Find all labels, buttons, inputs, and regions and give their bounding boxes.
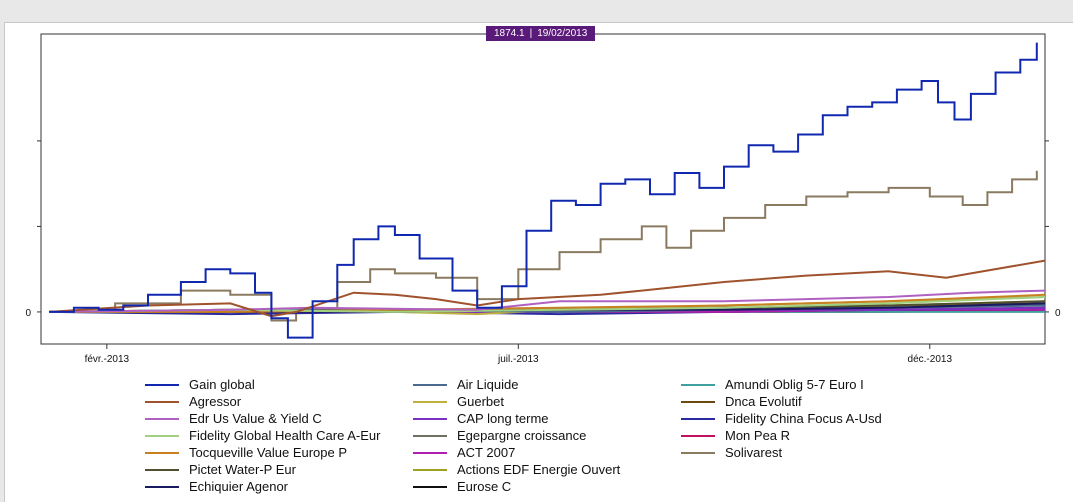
x-tick-label: juil.-2013 [497, 354, 539, 365]
legend-swatch [145, 434, 179, 437]
tooltip-separator: | [529, 28, 533, 39]
legend-item: Solivarest [681, 444, 905, 461]
legend-label: Guerbet [457, 394, 504, 409]
legend-label: Eurose C [457, 479, 512, 494]
legend-item: Edr Us Value & Yield C [145, 410, 413, 427]
series-line-tocqueville-value-europe-p [49, 293, 1046, 313]
legend-label: Mon Pea R [725, 428, 791, 443]
legend-label: Pictet Water-P Eur [189, 462, 296, 477]
legend-item: Gain global [145, 376, 413, 393]
legend-label: ACT 2007 [457, 445, 516, 460]
legend-label: Air Liquide [457, 377, 519, 392]
legend-item: Eurose C [413, 478, 681, 495]
legend-swatch [145, 417, 179, 420]
series-line-agressor [49, 259, 1046, 318]
legend-item: Mon Pea R [681, 427, 905, 444]
legend-swatch [145, 468, 179, 471]
legend-item: Agressor [145, 393, 413, 410]
legend-label: CAP long terme [457, 411, 549, 426]
series-layer [49, 42, 1046, 339]
legend-swatch [681, 434, 715, 437]
legend-swatch [413, 451, 447, 454]
legend-swatch [145, 400, 179, 403]
legend-item: ACT 2007 [413, 444, 681, 461]
legend-swatch [413, 485, 447, 488]
legend-item: Fidelity China Focus A-Usd [681, 410, 905, 427]
legend-label: Fidelity China Focus A-Usd [725, 411, 882, 426]
legend-swatch [413, 383, 447, 386]
legend-swatch [413, 434, 447, 437]
legend-label: Fidelity Global Health Care A-Eur [189, 428, 381, 443]
legend-label: Gain global [189, 377, 255, 392]
legend-item: Guerbet [413, 393, 681, 410]
legend-item: Fidelity Global Health Care A-Eur [145, 427, 413, 444]
legend-label: Actions EDF Energie Ouvert [457, 462, 621, 477]
legend-swatch [681, 400, 715, 403]
legend-item: Egepargne croissance [413, 427, 681, 444]
hover-tooltip: 1874.1 | 19/02/2013 [486, 26, 596, 41]
legend-swatch [681, 417, 715, 420]
legend-swatch [413, 400, 447, 403]
legend-label: Tocqueville Value Europe P [189, 445, 348, 460]
legend-swatch [413, 468, 447, 471]
chart-legend: Gain global Agressor Edr Us Value & Yield … [145, 376, 905, 495]
legend-item: Pictet Water-P Eur [145, 461, 413, 478]
y-tick-label-left: 0 [25, 308, 31, 319]
legend-swatch [681, 451, 715, 454]
legend-swatch [145, 485, 179, 488]
tooltip-value: 1874.1 [494, 28, 525, 39]
legend-item: CAP long terme [413, 410, 681, 427]
legend-label: Amundi Oblig 5-7 Euro I [725, 377, 864, 392]
legend-swatch [145, 383, 179, 386]
legend-swatch [413, 417, 447, 420]
legend-item: Amundi Oblig 5-7 Euro I [681, 376, 905, 393]
plot-frame [40, 33, 1046, 345]
legend-swatch [145, 451, 179, 454]
tooltip-date: 19/02/2013 [537, 28, 588, 39]
legend-item: Air Liquide [413, 376, 681, 393]
legend-label: Echiquier Agenor [189, 479, 289, 494]
series-line-gain-global [49, 42, 1038, 339]
chart-axes: 0 0 févr.-2013 juil.-2013 déc.-2013 [25, 140, 1061, 365]
y-tick-label-right: 0 [1055, 308, 1061, 319]
x-tick-label: déc.-2013 [908, 354, 953, 365]
legend-label: Agressor [189, 394, 242, 409]
legend-label: Egepargne croissance [457, 428, 587, 443]
legend-item: Dnca Evolutif [681, 393, 905, 410]
legend-label: Edr Us Value & Yield C [189, 411, 322, 426]
legend-label: Solivarest [725, 445, 783, 460]
legend-swatch [681, 383, 715, 386]
legend-item: Tocqueville Value Europe P [145, 444, 413, 461]
legend-item: Actions EDF Energie Ouvert [413, 461, 681, 478]
legend-item: Echiquier Agenor [145, 478, 413, 495]
x-tick-label: févr.-2013 [85, 354, 130, 365]
series-line-edr-us-value-yield-c [49, 289, 1046, 313]
legend-label: Dnca Evolutif [725, 394, 802, 409]
